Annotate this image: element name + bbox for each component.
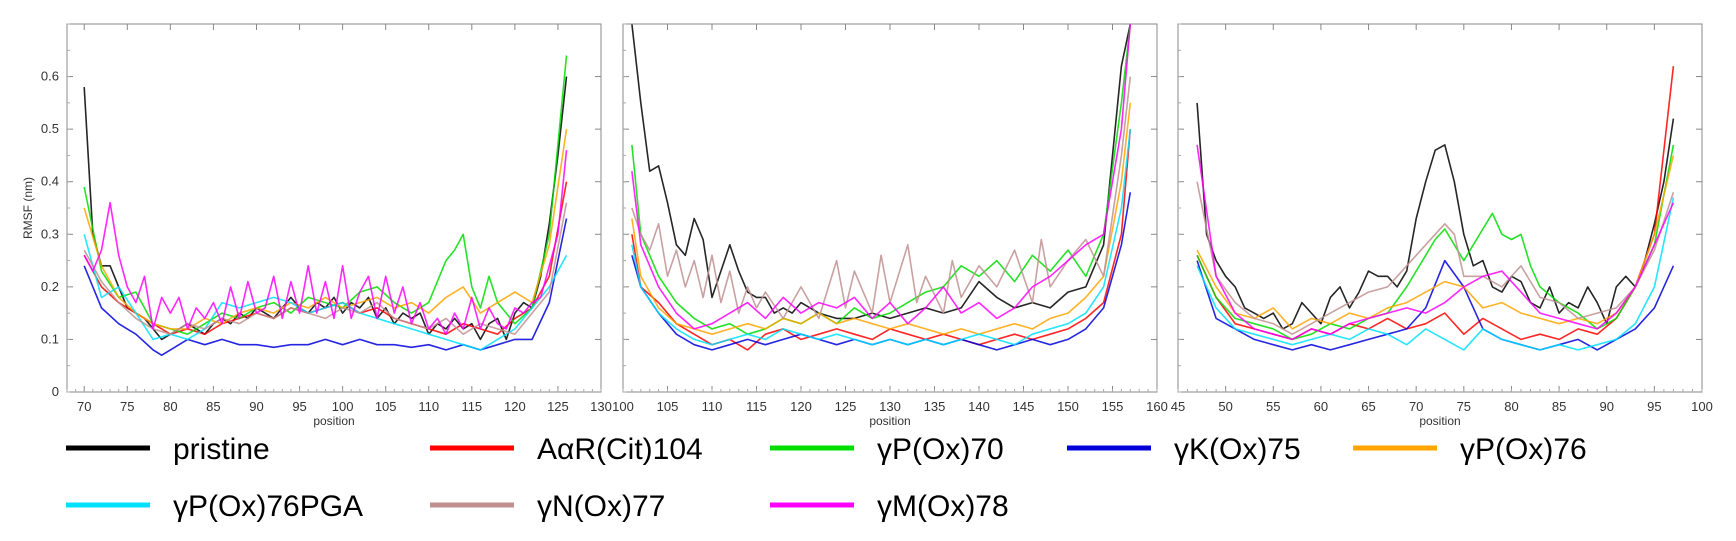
- series-line: [83, 128, 568, 330]
- x-tick-label: 55: [1266, 399, 1280, 414]
- series-line: [83, 234, 568, 351]
- x-tick-label: 60: [1314, 399, 1328, 414]
- x-tick-label: 70: [1409, 399, 1423, 414]
- x-tick-label: 155: [1102, 399, 1124, 414]
- plot-frame: [622, 23, 1158, 393]
- x-tick-label: 115: [746, 399, 767, 414]
- x-tick-label: 110: [418, 399, 439, 414]
- legend-label: AαR(Cit)104: [537, 433, 703, 466]
- x-tick-label: 120: [504, 399, 526, 414]
- series-line: [83, 150, 568, 336]
- x-tick-label: 80: [163, 399, 177, 414]
- series-line: [1196, 197, 1675, 351]
- legend-label: γM(Ox)78: [877, 490, 1009, 523]
- y-tick-label: 0.2: [41, 279, 59, 294]
- series-line: [631, 24, 1132, 336]
- x-axis-label: position: [869, 414, 910, 428]
- x-tick-label: 95: [292, 399, 306, 414]
- y-tick-label: 0.4: [41, 174, 59, 189]
- chart-panel-3: 45 50 55 60 65 70 75 80 85 90 95 100 position: [1171, 23, 1713, 428]
- chart-panel-2: 100 105 110 115 120 125 130 135 140 145 150 155 160 p…: [612, 23, 1168, 428]
- y-tick-label: 0.3: [41, 226, 59, 241]
- plot-frame: [66, 23, 602, 393]
- y-tick-label: 0.6: [41, 69, 59, 84]
- x-axis-label: position: [313, 414, 354, 428]
- legend-label: γP(Ox)76PGA: [173, 490, 363, 523]
- series-line: [1196, 259, 1675, 351]
- legend: pristine AαR(Cit)104 γP(Ox)70 γK(Ox)75 γP(Ox…: [66, 433, 1587, 523]
- chart-panel-1: 70 75 80 85 90 95 100 105 110 115 120 125 130 0 0.1 0.2…: [21, 23, 612, 428]
- series-line: [631, 76, 1132, 320]
- x-tick-label: 150: [1057, 399, 1079, 414]
- x-tick-label: 160: [1146, 399, 1168, 414]
- series-line: [1196, 102, 1675, 330]
- x-tick-label: 95: [1647, 399, 1661, 414]
- series-line: [83, 202, 568, 336]
- legend-label: pristine: [173, 433, 270, 466]
- x-tick-label: 100: [1691, 399, 1713, 414]
- x-tick-label: 105: [657, 399, 679, 414]
- legend-label: γK(Ox)75: [1174, 433, 1301, 466]
- series-group: [83, 55, 568, 357]
- x-tick-label: 100: [332, 399, 354, 414]
- series-line: [1196, 181, 1675, 336]
- series-line: [1196, 155, 1675, 330]
- x-tick-label: 110: [702, 399, 723, 414]
- x-tick-label: 100: [612, 399, 634, 414]
- x-tick-label: 140: [968, 399, 990, 414]
- legend-label: γN(Ox)77: [537, 490, 665, 523]
- x-tick-label: 45: [1171, 399, 1185, 414]
- y-tick-label: 0: [52, 384, 59, 399]
- series-line: [631, 24, 1132, 330]
- x-tick-label: 125: [835, 399, 857, 414]
- series-line: [83, 76, 568, 341]
- y-tick-label: 0.5: [41, 121, 59, 136]
- legend-item: γM(Ox)78: [770, 490, 1009, 523]
- x-tick-label: 65: [1361, 399, 1375, 414]
- legend-item: γP(Ox)76: [1353, 433, 1587, 466]
- x-tick-label: 75: [120, 399, 134, 414]
- x-tick-label: 130: [879, 399, 901, 414]
- x-tick-label: 135: [924, 399, 946, 414]
- x-tick-label: 145: [1013, 399, 1035, 414]
- legend-item: γP(Ox)76PGA: [66, 490, 363, 523]
- x-tick-label: 85: [1552, 399, 1566, 414]
- x-tick-label: 80: [1504, 399, 1518, 414]
- series-group: [1196, 66, 1675, 351]
- x-tick-label: 90: [249, 399, 263, 414]
- x-tick-label: 75: [1457, 399, 1471, 414]
- legend-item: γP(Ox)70: [770, 433, 1004, 466]
- series-line: [1196, 144, 1675, 341]
- x-tick-label: 130: [590, 399, 612, 414]
- x-tick-label: 115: [461, 399, 482, 414]
- x-tick-label: 90: [1599, 399, 1613, 414]
- chart-panels: 70 75 80 85 90 95 100 105 110 115 120 125 130 0 0.1 0.2…: [21, 23, 1713, 428]
- x-tick-label: 70: [77, 399, 91, 414]
- x-tick-label: 120: [790, 399, 812, 414]
- series-line: [83, 181, 568, 336]
- series-line: [83, 218, 568, 357]
- legend-item: pristine: [66, 433, 270, 466]
- legend-item: AαR(Cit)104: [430, 433, 703, 466]
- x-tick-label: 85: [206, 399, 220, 414]
- series-line: [631, 129, 1132, 346]
- legend-label: γP(Ox)70: [877, 433, 1004, 466]
- y-tick-label: 0.1: [41, 331, 59, 346]
- series-line: [631, 102, 1132, 336]
- x-tick-label: 50: [1218, 399, 1232, 414]
- series-group: [631, 24, 1132, 351]
- legend-label: γP(Ox)76: [1460, 433, 1587, 466]
- series-line: [631, 24, 1132, 320]
- y-axis-label: RMSF (nm): [21, 177, 35, 239]
- series-line: [83, 55, 568, 336]
- x-axis-label: position: [1419, 414, 1460, 428]
- x-tick-label: 105: [375, 399, 397, 414]
- legend-item: γN(Ox)77: [430, 490, 665, 523]
- series-line: [631, 129, 1132, 351]
- legend-item: γK(Ox)75: [1067, 433, 1301, 466]
- series-line: [1196, 66, 1675, 341]
- x-tick-label: 125: [547, 399, 569, 414]
